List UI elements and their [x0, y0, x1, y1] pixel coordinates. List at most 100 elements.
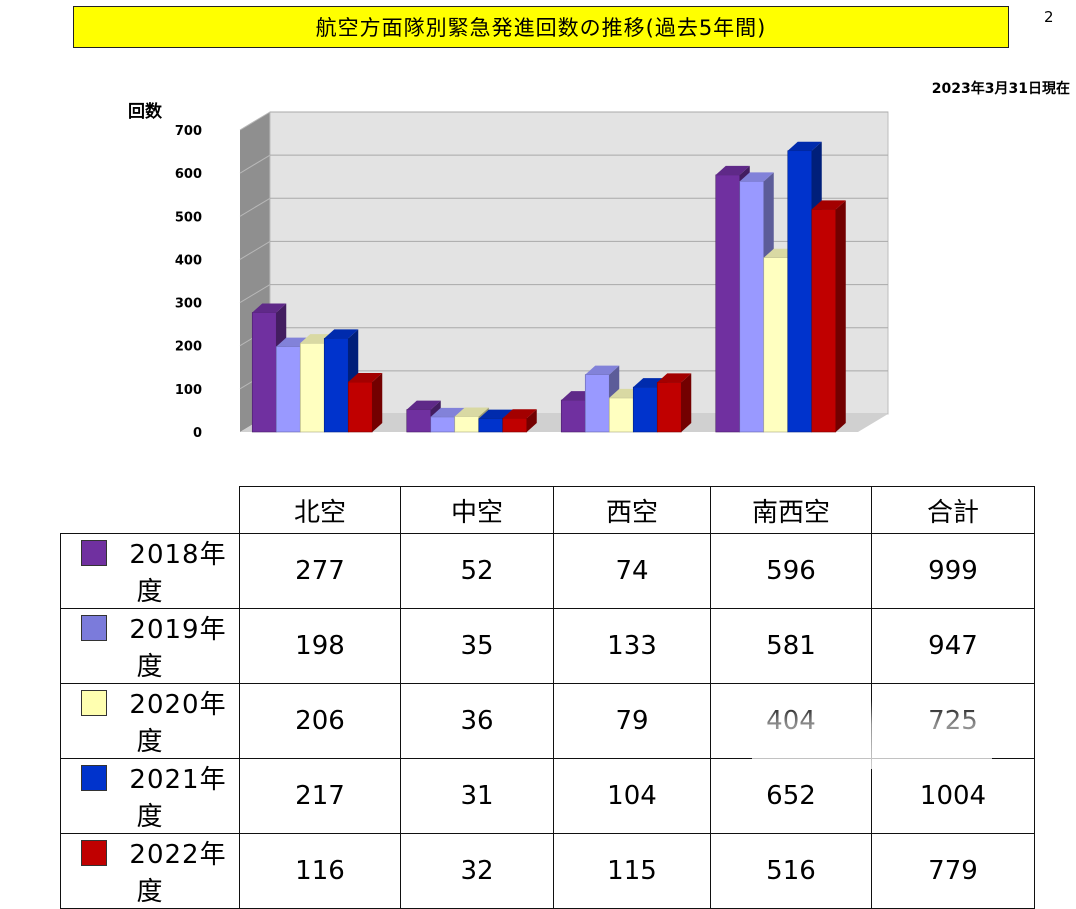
table-row: 2019年度 198 35 133 581 947 [60, 608, 1035, 684]
table-cell: 79 [553, 683, 711, 759]
table-cell: 277 [239, 533, 401, 609]
y-tick-label: 100 [175, 383, 202, 398]
legend-swatch [81, 614, 108, 641]
y-tick-label: 0 [193, 426, 202, 441]
table-row: 2020年度 206 36 79 404 725 [60, 683, 1035, 759]
y-axis-label: 回数 [128, 102, 162, 122]
bar-top [502, 409, 537, 419]
y-tick-label: 300 [175, 297, 202, 312]
table-cell: 652 [710, 758, 872, 834]
gridline-side [239, 111, 271, 131]
table-cell: 217 [239, 758, 401, 834]
table-cell: 133 [553, 608, 711, 684]
chart-title: 航空方面隊別緊急発進回数の推移(過去5年間) [73, 6, 1009, 48]
table-cell: 52 [400, 533, 554, 609]
data-table: 北空 中空 西空 南西空 合計 2018年度 277 52 74 596 999 2019年… [60, 486, 1035, 909]
bar [347, 372, 383, 433]
y-tick-label: 600 [175, 167, 202, 182]
bar-front [763, 257, 789, 433]
row-label: 2022年度 [60, 833, 240, 909]
y-tick-label: 400 [175, 253, 202, 268]
row-label: 2020年度 [60, 683, 240, 759]
y-tick-label: 500 [175, 210, 202, 225]
bar-front [430, 416, 456, 433]
bar-front [560, 399, 586, 433]
table-cell: 596 [710, 533, 872, 609]
table-cell: 32 [400, 833, 554, 909]
table-cell: 999 [871, 533, 1035, 609]
gridline-side [239, 240, 271, 260]
bar-front [502, 417, 528, 433]
table-cell: 116 [239, 833, 401, 909]
bar-front [478, 418, 504, 433]
table-cell: 35 [400, 608, 554, 684]
table-cell: 198 [239, 608, 401, 684]
legend-swatch [81, 839, 108, 866]
table-row: 2022年度 116 32 115 516 779 [60, 833, 1035, 909]
bar [656, 373, 692, 433]
bar-front [584, 374, 610, 433]
bar-front [454, 416, 480, 433]
row-label-text: 2022年度 [129, 840, 227, 907]
gridline-side [239, 154, 271, 174]
bar-top [811, 200, 846, 210]
bar-side [681, 373, 692, 432]
bar-front [811, 209, 837, 433]
y-tick-label: 200 [175, 340, 202, 355]
bar-side [372, 372, 383, 432]
bar-top [657, 373, 692, 383]
table-cell: 581 [710, 608, 872, 684]
bar-top [478, 409, 513, 419]
bar-top [430, 407, 465, 417]
table-row: 2018年度 277 52 74 596 999 [60, 533, 1035, 609]
bar-front [275, 346, 301, 433]
column-header: 合計 [871, 486, 1035, 534]
bar-side [526, 409, 537, 432]
row-label: 2021年度 [60, 758, 240, 834]
bar-front [739, 181, 765, 433]
legend-swatch [81, 764, 108, 791]
table-cell: 31 [400, 758, 554, 834]
row-label: 2018年度 [60, 533, 240, 609]
bar [811, 200, 846, 433]
gridline-side [239, 197, 271, 217]
as-of-date: 2023年3月31日現在 [931, 81, 1070, 97]
table-cell: 206 [239, 683, 401, 759]
bar-top [739, 172, 774, 182]
table-cell: 404 [710, 683, 872, 759]
column-header: 西空 [553, 486, 711, 534]
column-header: 南西空 [710, 486, 872, 534]
bar-front [406, 409, 432, 433]
table-row: 2021年度 217 31 104 652 1004 [60, 758, 1035, 834]
table-cell: 36 [400, 683, 554, 759]
bar-top [585, 365, 620, 375]
bar-chart: 0 100 200 300 400 500 600 700 [175, 111, 889, 441]
bar-front [608, 397, 634, 433]
row-label: 2019年度 [60, 608, 240, 684]
table-cell: 115 [553, 833, 711, 909]
table-cell: 516 [710, 833, 872, 909]
bar-top [348, 372, 383, 382]
legend-swatch [81, 689, 108, 716]
table-cell: 947 [871, 608, 1035, 684]
bar-front [251, 312, 277, 433]
bar-top [324, 329, 359, 339]
bar-top [454, 407, 489, 417]
table-cell: 74 [553, 533, 711, 609]
bar-front [715, 174, 741, 433]
y-tick-label: 700 [175, 124, 202, 139]
bar-front [323, 338, 349, 433]
bar [502, 409, 537, 433]
row-label-text: 2018年度 [129, 540, 227, 607]
bar-top [715, 165, 750, 175]
row-label-text: 2021年度 [129, 765, 227, 832]
bar-front [656, 382, 682, 433]
column-header: 北空 [239, 486, 401, 534]
bar-front [632, 386, 658, 433]
table-cell: 779 [871, 833, 1035, 909]
bar-front [299, 342, 325, 433]
table-header-row: 北空 中空 西空 南西空 合計 [60, 486, 1035, 534]
table-cell: 104 [553, 758, 711, 834]
row-label-text: 2020年度 [129, 690, 227, 757]
page-number: 2 [1044, 8, 1054, 26]
